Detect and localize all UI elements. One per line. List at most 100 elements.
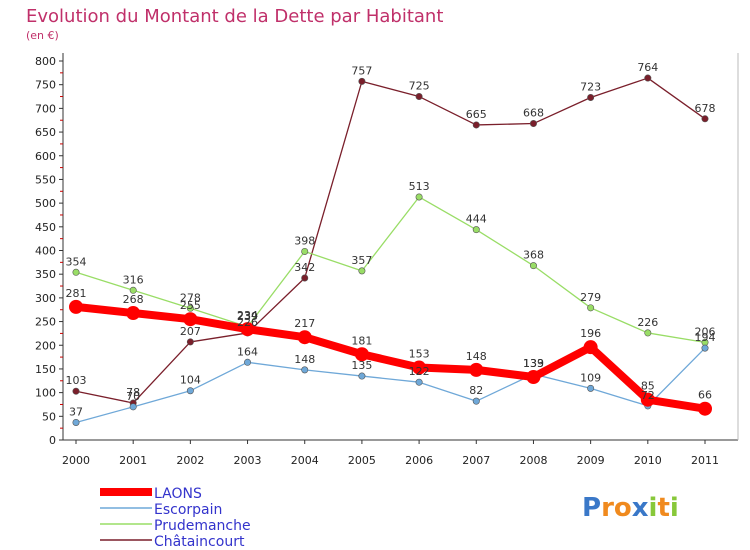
series-line-escorpain	[75, 347, 706, 424]
data-label: 148	[466, 350, 487, 363]
data-point	[129, 286, 137, 294]
x-tick-label: 2005	[348, 454, 376, 467]
x-tick-label: 2011	[691, 454, 719, 467]
data-label: 513	[409, 180, 430, 193]
y-tick-label: 250	[35, 316, 56, 329]
y-tick-label: 0	[49, 434, 56, 447]
data-point	[587, 384, 595, 392]
data-label: 122	[409, 365, 430, 378]
svg-text:Proxiti: Proxiti	[582, 493, 679, 523]
data-point	[587, 93, 595, 101]
data-point	[244, 358, 252, 366]
data-label: 268	[123, 293, 144, 306]
data-label: 104	[180, 374, 201, 387]
data-label: 255	[180, 299, 201, 312]
data-label: 82	[469, 384, 483, 397]
x-tick-label: 2004	[291, 454, 319, 467]
y-tick-label: 300	[35, 292, 56, 305]
data-label: 164	[237, 345, 258, 358]
data-label: 194	[695, 331, 716, 344]
data-label: 206	[695, 325, 716, 338]
y-tick-label: 650	[35, 126, 56, 139]
data-point	[412, 360, 427, 375]
data-label: 279	[580, 291, 601, 304]
y-tick-label: 150	[35, 363, 56, 376]
y-tick-label: 800	[35, 55, 56, 68]
data-label: 226	[237, 316, 258, 329]
data-point	[415, 93, 423, 101]
data-label: 207	[180, 325, 201, 338]
data-point	[72, 387, 80, 395]
data-point	[644, 329, 652, 337]
data-point	[186, 304, 194, 312]
data-label: 148	[294, 353, 315, 366]
data-label: 281	[66, 287, 87, 300]
x-tick-label: 2009	[577, 454, 605, 467]
legend-label: Prudemanche	[154, 518, 251, 534]
data-label: 342	[294, 261, 315, 274]
data-point	[469, 362, 484, 377]
data-point	[301, 366, 309, 374]
series-line-ch-taincourt	[75, 77, 706, 404]
y-tick-label: 200	[35, 339, 56, 352]
data-label: 78	[126, 386, 140, 399]
data-label: 153	[409, 348, 430, 361]
data-label: 70	[126, 390, 140, 403]
data-point	[415, 193, 423, 201]
y-tick-label: 350	[35, 268, 56, 281]
data-point	[472, 397, 480, 405]
data-point	[354, 347, 369, 362]
data-point	[358, 267, 366, 275]
legend-label: LAONS	[154, 486, 202, 502]
data-point	[72, 418, 80, 426]
data-label: 678	[695, 102, 716, 115]
data-point	[415, 378, 423, 386]
x-tick-label: 2007	[462, 454, 490, 467]
data-label: 723	[580, 80, 601, 93]
data-point	[698, 401, 712, 416]
chart-title: Evolution du Montant de la Dette par Hab…	[26, 6, 443, 27]
data-label: 239	[237, 310, 258, 323]
axes: 0 50 100 150 200 250 300 350 400 450 500 550 600 650 7…	[35, 53, 739, 467]
y-tick-label: 100	[35, 387, 56, 400]
data-label: 725	[409, 80, 430, 93]
legend-label: Châtaincourt	[154, 534, 245, 550]
data-label: 85	[641, 380, 655, 393]
data-point	[472, 121, 480, 129]
data-label: 133	[523, 357, 544, 370]
data-label: 757	[351, 64, 372, 77]
proxiti-logo: Proxiti	[582, 493, 679, 523]
data-label: 234	[237, 309, 258, 322]
series-line-prudemanche	[75, 196, 706, 344]
y-tick-label: 600	[35, 150, 56, 163]
legend-label: Escorpain	[154, 502, 222, 518]
y-tick-label: 50	[42, 410, 56, 423]
x-tick-label: 2002	[176, 454, 204, 467]
data-point	[583, 340, 598, 355]
data-point	[240, 322, 255, 337]
data-label: 37	[69, 405, 83, 418]
data-point	[186, 338, 194, 346]
data-label: 66	[698, 389, 712, 402]
data-point	[72, 268, 80, 276]
data-point	[69, 299, 83, 314]
data-label: 354	[66, 255, 87, 268]
data-label: 398	[294, 234, 315, 247]
data-label: 668	[523, 107, 544, 120]
data-label: 181	[351, 334, 372, 347]
data-point	[701, 115, 709, 123]
data-labels: 103 78 207 226 342 757 725 665 668 723 764 678 354 31…	[66, 61, 716, 418]
y-tick-label: 550	[35, 173, 56, 186]
data-label: 368	[523, 249, 544, 262]
series-line-laons	[72, 302, 709, 413]
data-label: 357	[351, 254, 372, 267]
x-tick-label: 2008	[519, 454, 547, 467]
data-point	[526, 369, 541, 384]
data-label: 72	[641, 389, 655, 402]
x-tick-label: 2010	[634, 454, 662, 467]
data-label: 217	[294, 317, 315, 330]
data-label: 226	[637, 316, 658, 329]
x-tick-label: 2000	[62, 454, 90, 467]
